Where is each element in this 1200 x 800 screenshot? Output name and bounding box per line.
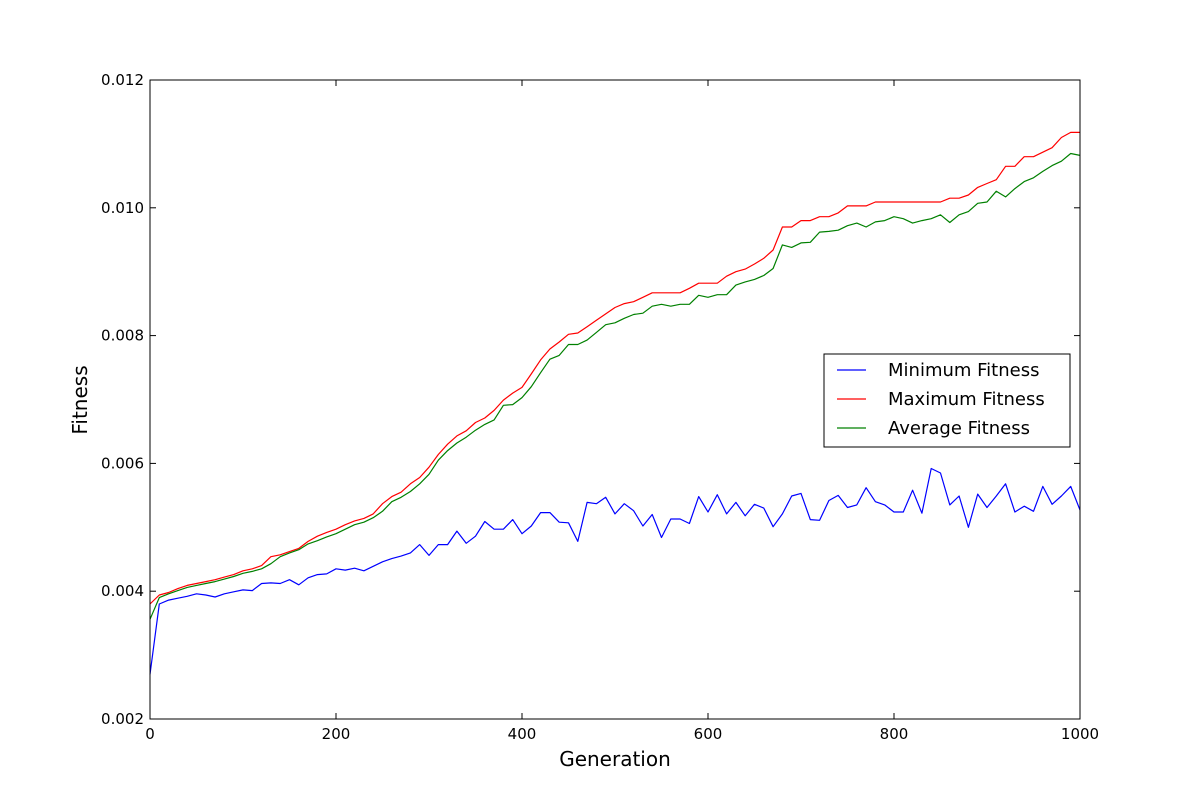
y-tick-label: 0.002 (101, 710, 144, 728)
x-tick-label: 0 (145, 725, 155, 743)
y-axis-title: Fitness (68, 365, 92, 434)
x-tick-label: 200 (322, 725, 351, 743)
y-tick-label: 0.012 (101, 71, 144, 89)
x-tick-label: 1000 (1061, 725, 1099, 743)
y-tick-label: 0.006 (101, 454, 144, 472)
legend-label-maximum-fitness: Maximum Fitness (888, 389, 1045, 410)
series-line-minimum-fitness (149, 467, 1081, 675)
legend-label-average-fitness: Average Fitness (888, 418, 1030, 439)
plot-frame (149, 79, 1081, 720)
series-line-maximum-fitness (149, 131, 1080, 605)
legend: Minimum Fitness Maximum Fitness Average Fi… (823, 353, 1071, 448)
y-tick-label: 0.010 (101, 199, 144, 217)
y-tick-label: 0.004 (101, 582, 144, 600)
y-tick-label: 0.008 (101, 327, 144, 345)
series-line-average-fitness (149, 152, 1081, 620)
series-lines (149, 131, 1081, 675)
legend-items: Minimum Fitness Maximum Fitness Average Fi… (837, 360, 1045, 439)
x-tick-label: 600 (694, 725, 723, 743)
legend-label-minimum-fitness: Minimum Fitness (888, 360, 1039, 381)
tick-labels: 0 200 400 600 800 1000 0.002 0.004 0.006 0.008 0.0… (101, 71, 1099, 743)
x-axis-title: Generation (559, 747, 671, 771)
x-tick-label: 400 (508, 725, 537, 743)
x-tick-label: 800 (880, 725, 909, 743)
